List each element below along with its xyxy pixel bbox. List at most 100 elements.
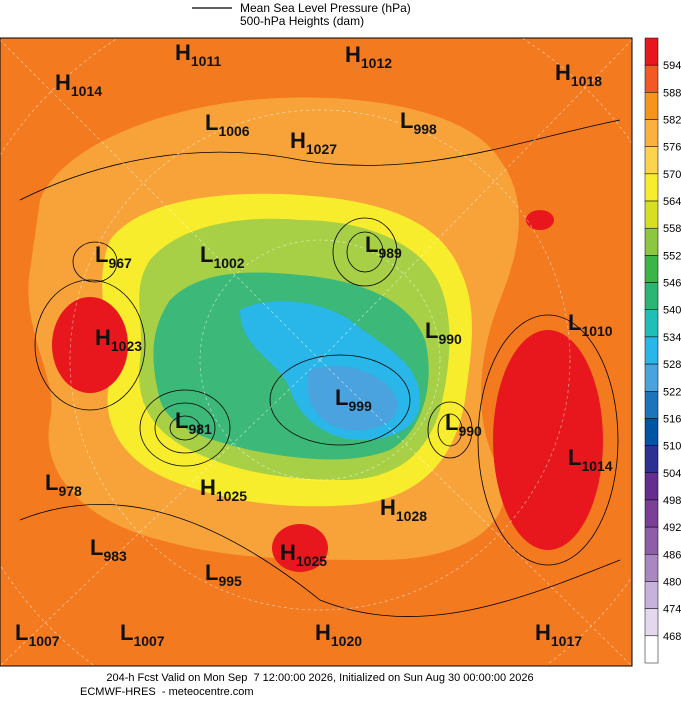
center-type: L xyxy=(120,620,133,645)
center-pressure: 1012 xyxy=(361,55,392,71)
footer-source: ECMWF-HRES - meteocentre.com xyxy=(80,686,254,698)
pressure-center: H1025 xyxy=(200,475,247,504)
colorbar-box xyxy=(644,309,659,338)
center-type: L xyxy=(205,560,218,585)
colorbar-tick-label: 492 xyxy=(663,522,681,534)
pressure-center: L1007 xyxy=(120,620,165,649)
height-field-594-a xyxy=(52,297,128,393)
center-type: H xyxy=(200,475,216,500)
pressure-center: L981 xyxy=(175,408,212,437)
map-frame xyxy=(0,37,633,667)
pressure-center: L978 xyxy=(45,470,82,499)
center-pressure: 1014 xyxy=(71,83,102,99)
center-pressure: 1007 xyxy=(133,633,164,649)
isobars xyxy=(19,119,621,617)
center-pressure: 998 xyxy=(413,121,437,137)
center-type: L xyxy=(568,310,581,335)
center-type: H xyxy=(345,42,361,67)
colorbar-box xyxy=(644,391,659,419)
colorbar-tick-label: 570 xyxy=(663,169,681,181)
center-type: L xyxy=(95,242,108,267)
colorbar-box xyxy=(644,581,659,609)
center-pressure: 1023 xyxy=(111,338,142,354)
center-type: L xyxy=(425,318,438,343)
pressure-center: L998 xyxy=(400,108,437,137)
pressure-center: H1014 xyxy=(55,70,102,99)
colorbar-tick-label: 504 xyxy=(663,468,681,480)
colorbar-box xyxy=(644,526,659,555)
colorbar-tick-label: 522 xyxy=(663,386,681,398)
center-pressure: 1018 xyxy=(571,73,602,89)
colorbar-box xyxy=(644,418,659,446)
height-field-594-c xyxy=(272,524,328,572)
center-pressure: 1011 xyxy=(191,53,222,69)
center-type: L xyxy=(445,410,458,435)
height-field-594-b xyxy=(493,330,603,550)
colorbar-box xyxy=(644,554,659,582)
colorbar-tick-label: 474 xyxy=(663,604,681,616)
pressure-center: L1014 xyxy=(568,445,613,474)
center-type: H xyxy=(380,495,396,520)
colorbar-box xyxy=(644,499,659,528)
legend-fill-label: 500-hPa Heights (dam) xyxy=(240,14,364,28)
footer-valid-time: 204-h Fcst Valid on Mon Sep 7 12:00:00 2… xyxy=(106,672,533,684)
pressure-center: L999 xyxy=(335,385,372,414)
colorbar-tick-label: 582 xyxy=(663,115,681,127)
colorbar-box xyxy=(644,608,659,637)
pressure-center: L983 xyxy=(90,535,127,564)
center-type: L xyxy=(15,620,28,645)
colorbar-tick-label: 534 xyxy=(663,332,681,344)
center-pressure: 999 xyxy=(348,398,372,414)
center-pressure: 989 xyxy=(378,245,402,261)
pressure-center: L1010 xyxy=(568,310,613,339)
center-type: H xyxy=(315,620,331,645)
colorbar-tick-label: 540 xyxy=(663,305,681,317)
pressure-center: H1025 xyxy=(280,540,327,569)
center-pressure: 995 xyxy=(218,573,242,589)
colorbar-box xyxy=(644,282,659,310)
colorbar-tick-label: 498 xyxy=(663,495,681,507)
center-pressure: 1025 xyxy=(216,488,247,504)
colorbar-box xyxy=(644,92,659,120)
center-type: L xyxy=(365,232,378,257)
center-type: L xyxy=(335,385,348,410)
colorbar-tick-label: 486 xyxy=(663,549,681,561)
colorbar-box xyxy=(644,173,659,202)
center-type: L xyxy=(45,470,58,495)
center-pressure: 1025 xyxy=(296,553,327,569)
colorbar-tick-label: 546 xyxy=(663,278,681,290)
pressure-center: L1007 xyxy=(15,620,60,649)
center-type: L xyxy=(200,242,213,267)
colorbar-tick-label: 552 xyxy=(663,250,681,262)
center-pressure: 990 xyxy=(438,331,462,347)
colorbar-box xyxy=(644,119,659,147)
pressure-center: L1006 xyxy=(205,110,250,139)
center-type: L xyxy=(400,108,413,133)
colorbar-box xyxy=(644,37,659,66)
center-type: H xyxy=(175,40,191,65)
center-type: H xyxy=(555,60,571,85)
pressure-center: L1002 xyxy=(200,242,245,271)
colorbar-tick-label: 528 xyxy=(663,359,681,371)
colorbar-box xyxy=(644,255,659,283)
center-type: H xyxy=(95,325,111,350)
center-pressure: 1010 xyxy=(581,323,612,339)
center-pressure: 983 xyxy=(103,548,127,564)
colorbar-box xyxy=(644,146,659,175)
pressure-center: L990 xyxy=(425,318,462,347)
center-type: H xyxy=(535,620,551,645)
center-type: L xyxy=(90,535,103,560)
pressure-center: L990 xyxy=(445,410,482,439)
center-type: L xyxy=(568,445,581,470)
pressure-center: H1011 xyxy=(175,40,221,69)
colorbar-tick-label: 558 xyxy=(663,223,681,235)
colorbar-tick-label: 564 xyxy=(663,196,681,208)
height-field-528 xyxy=(307,366,398,431)
pressure-center: H1018 xyxy=(555,60,602,89)
center-type: L xyxy=(175,408,188,433)
colorbar: 594 588 582 576 570 564 558 552 546 540 534 528 522 5… xyxy=(644,37,681,664)
center-type: H xyxy=(280,540,296,565)
